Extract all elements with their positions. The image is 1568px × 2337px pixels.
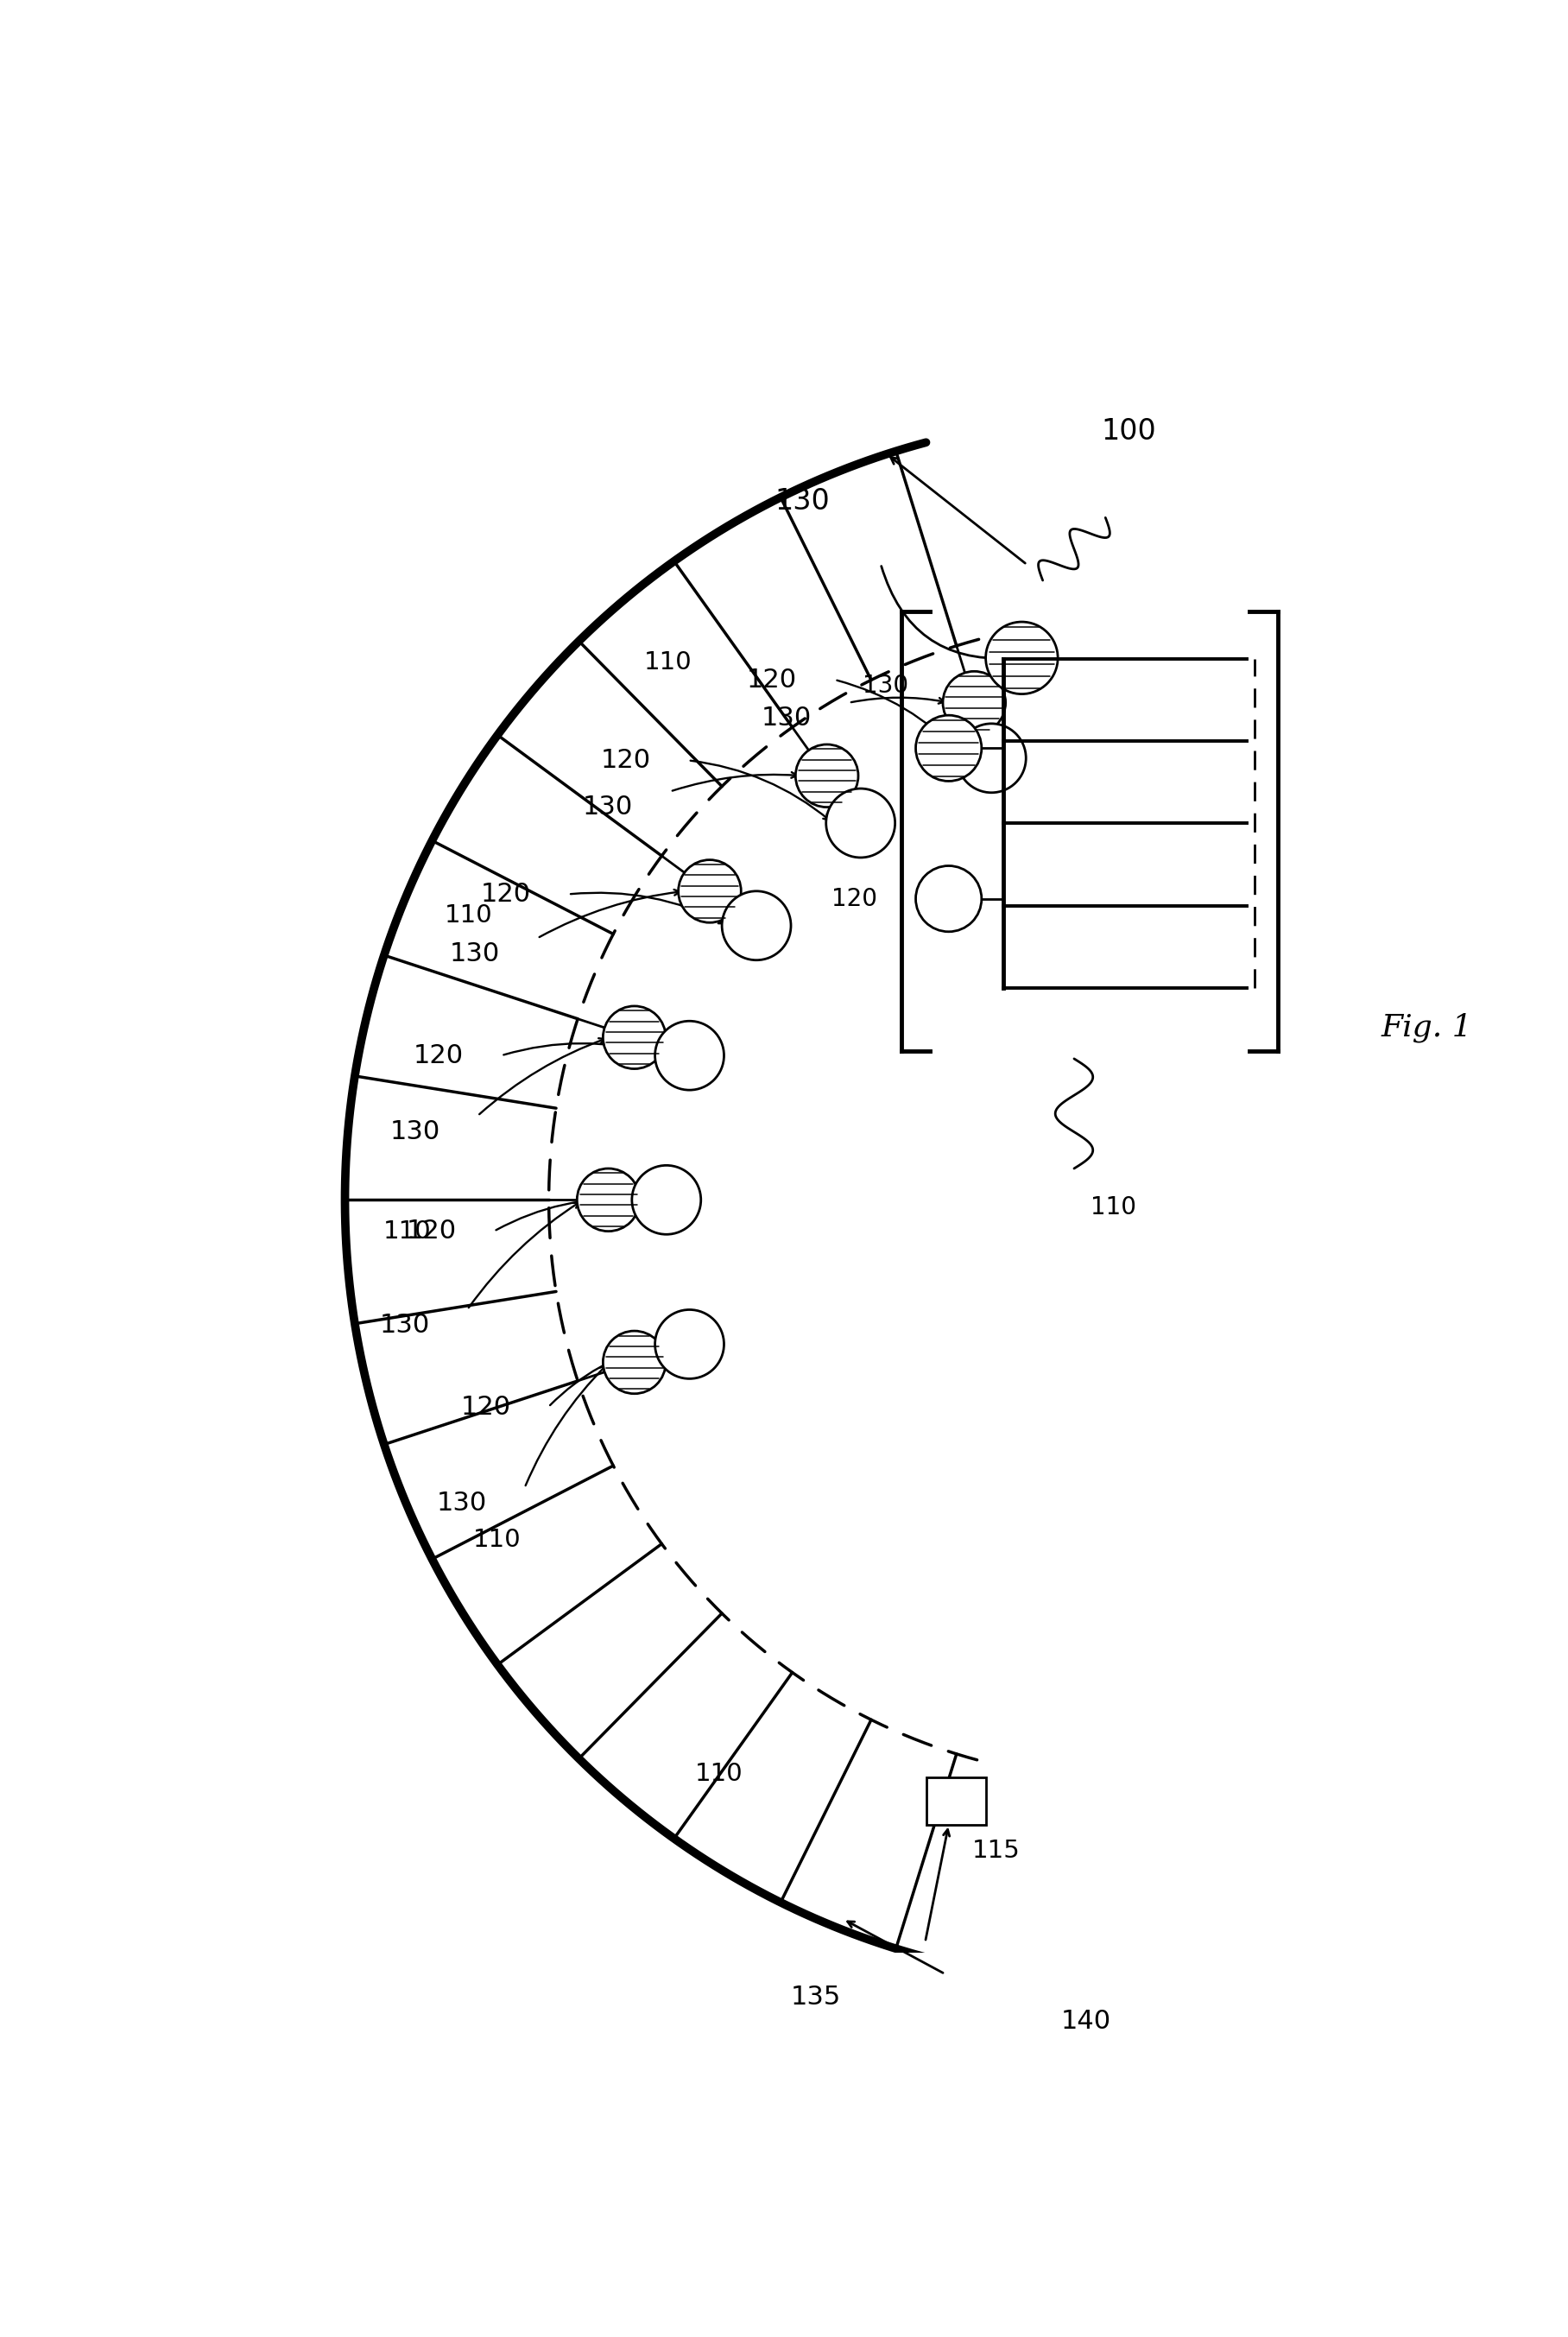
Text: 115: 115 bbox=[972, 1839, 1021, 1863]
Text: 110: 110 bbox=[445, 902, 492, 928]
Circle shape bbox=[795, 746, 858, 806]
Text: 130: 130 bbox=[450, 942, 500, 968]
Circle shape bbox=[632, 1166, 701, 1234]
Text: 110: 110 bbox=[695, 1762, 743, 1785]
Text: Fig. 1: Fig. 1 bbox=[1381, 1012, 1472, 1042]
Circle shape bbox=[826, 788, 895, 858]
Text: 130: 130 bbox=[760, 706, 811, 731]
Text: 120: 120 bbox=[406, 1218, 456, 1243]
Text: 120: 120 bbox=[480, 881, 530, 907]
Text: 120: 120 bbox=[461, 1395, 511, 1419]
Text: 130: 130 bbox=[582, 795, 632, 820]
Text: 130: 130 bbox=[775, 486, 829, 516]
Text: 120: 120 bbox=[601, 748, 651, 774]
Text: 135: 135 bbox=[790, 1984, 840, 2010]
Bar bbox=[927, 1778, 986, 1825]
Circle shape bbox=[604, 1332, 666, 1393]
Circle shape bbox=[956, 724, 1025, 792]
Text: 130: 130 bbox=[862, 673, 909, 696]
Text: 100: 100 bbox=[1101, 416, 1157, 446]
Circle shape bbox=[986, 622, 1058, 694]
Circle shape bbox=[679, 860, 742, 923]
Text: 120: 120 bbox=[831, 886, 878, 911]
Circle shape bbox=[655, 1309, 724, 1379]
Circle shape bbox=[577, 1168, 640, 1232]
Text: 120: 120 bbox=[746, 666, 797, 692]
Text: 110: 110 bbox=[1090, 1197, 1137, 1220]
Text: 110: 110 bbox=[383, 1220, 431, 1243]
Text: 130: 130 bbox=[437, 1491, 488, 1517]
Circle shape bbox=[916, 715, 982, 781]
Circle shape bbox=[721, 890, 790, 961]
Circle shape bbox=[655, 1021, 724, 1089]
Text: 140: 140 bbox=[1062, 2007, 1112, 2033]
Text: 110: 110 bbox=[474, 1528, 521, 1552]
Text: 120: 120 bbox=[414, 1042, 464, 1068]
Text: 130: 130 bbox=[379, 1313, 430, 1337]
Circle shape bbox=[916, 865, 982, 932]
Text: 130: 130 bbox=[390, 1119, 441, 1145]
Circle shape bbox=[942, 671, 1005, 734]
Circle shape bbox=[604, 1005, 666, 1068]
Text: 110: 110 bbox=[644, 650, 691, 675]
